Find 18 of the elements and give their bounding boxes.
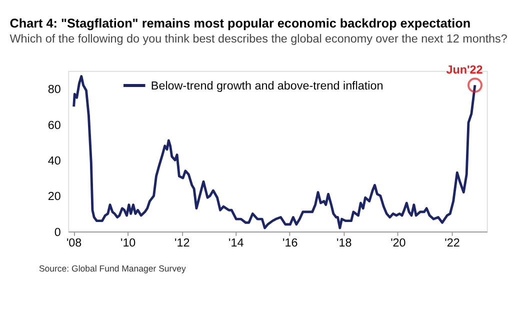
y-tick-label: 40 xyxy=(48,154,62,168)
annotation: Jun'22 xyxy=(446,63,484,76)
y-tick-label: 60 xyxy=(48,118,62,132)
x-tick-label: '22 xyxy=(444,236,460,250)
source-note: Source: Global Fund Manager Survey xyxy=(38,263,186,274)
x-tick-label: '10 xyxy=(120,236,136,250)
x-tick-label: '20 xyxy=(390,236,406,250)
y-tick-label: 0 xyxy=(54,226,62,239)
x-tick-label: '16 xyxy=(282,236,298,250)
x-tick-label: '14 xyxy=(228,236,244,250)
chart-title: Chart 4: "Stagflation" remains most popular economic backdrop expectation xyxy=(10,16,471,31)
y-tick-label: 80 xyxy=(48,83,62,96)
chart-subtitle: Which of the following do you think best describes the global economy over the next 12 months? xyxy=(10,32,508,46)
legend-label: Below-trend growth and above-trend inflation xyxy=(150,79,384,92)
x-tick-label: '12 xyxy=(174,236,190,250)
y-tick-label: 20 xyxy=(48,190,62,204)
x-tick-label: '18 xyxy=(336,236,352,250)
x-tick-label: '08 xyxy=(66,236,82,250)
